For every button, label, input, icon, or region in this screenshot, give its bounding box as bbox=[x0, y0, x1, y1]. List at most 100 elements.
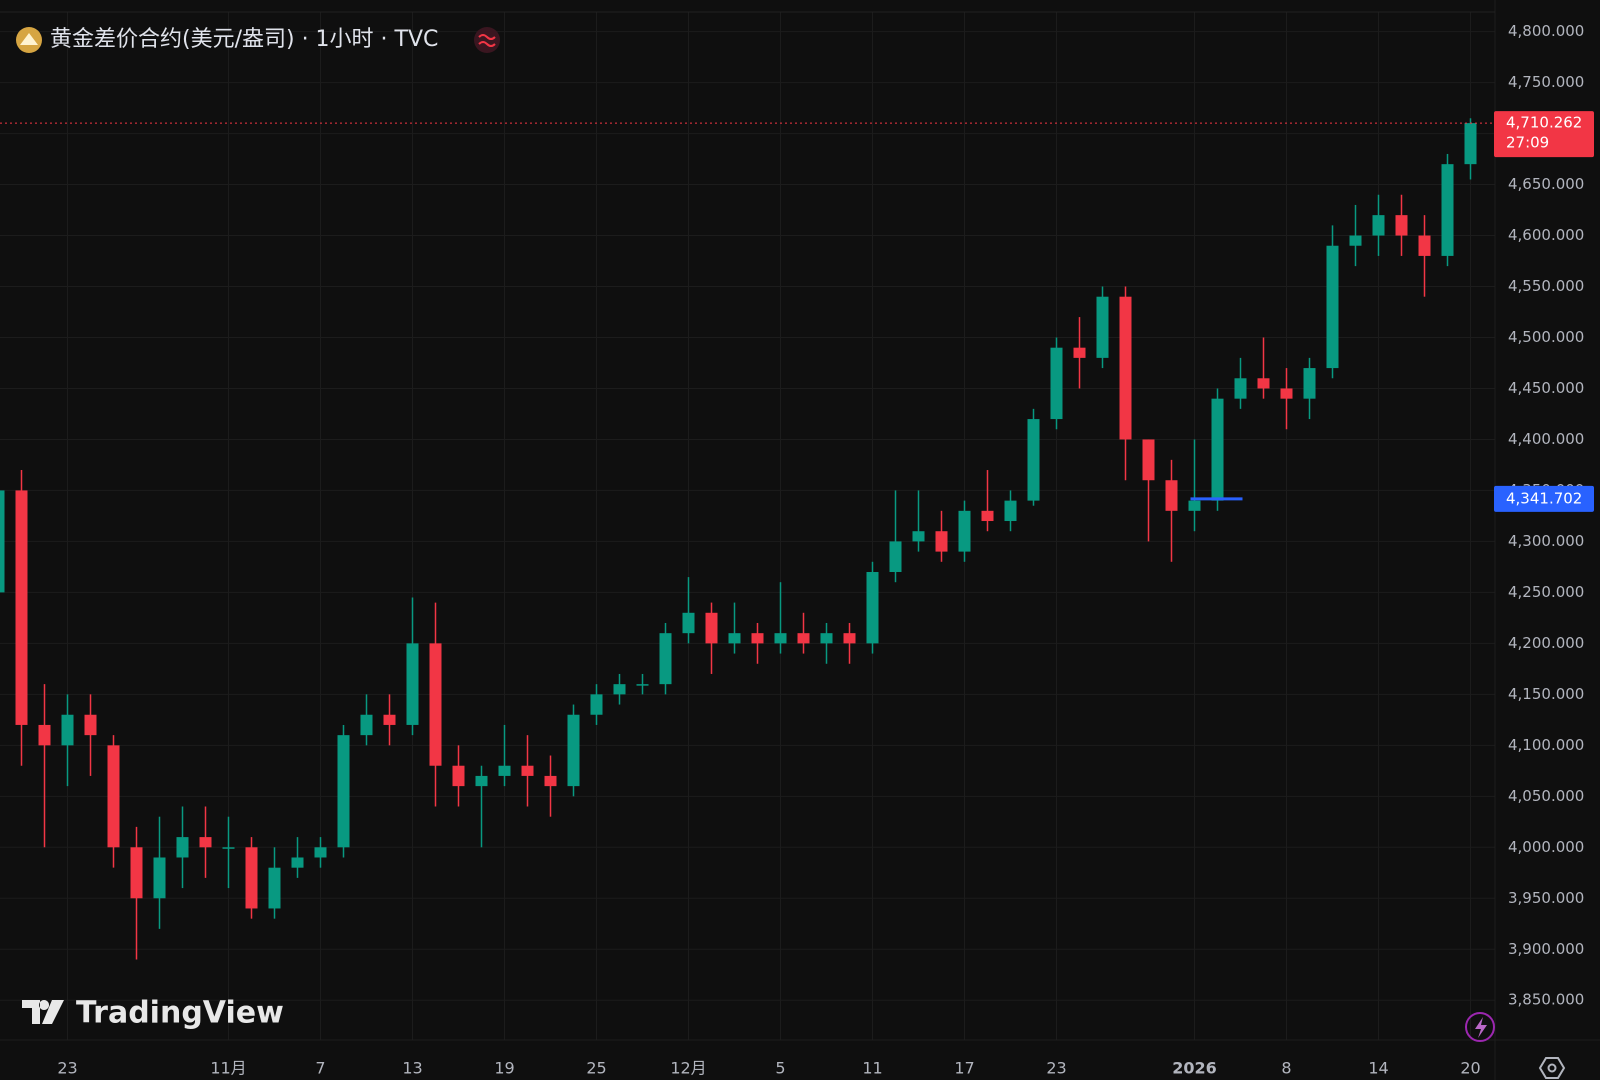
y-tick-label: 4,650.000 bbox=[1508, 175, 1584, 193]
candle-body bbox=[222, 847, 235, 849]
y-tick-label: 4,250.000 bbox=[1508, 583, 1584, 601]
candle-body bbox=[1234, 378, 1247, 399]
candle-body bbox=[61, 714, 74, 746]
candle-body bbox=[1464, 123, 1477, 165]
status-icon-shape bbox=[478, 34, 496, 47]
candle-body bbox=[751, 633, 764, 644]
countdown-label: 27:09 bbox=[1506, 134, 1549, 152]
candle-body bbox=[291, 857, 304, 868]
bolt-icon[interactable] bbox=[1465, 1012, 1495, 1042]
x-tick-label: 11 bbox=[862, 1059, 882, 1078]
logo-icon bbox=[22, 1000, 64, 1024]
candle-body bbox=[981, 510, 994, 522]
candle-body bbox=[1027, 419, 1040, 501]
candle-body bbox=[1211, 398, 1224, 501]
last-price-label: 4,710.262 bbox=[1506, 114, 1582, 132]
y-tick-label: 3,900.000 bbox=[1508, 940, 1584, 958]
candle-body bbox=[1050, 347, 1063, 420]
candle-body bbox=[866, 572, 879, 644]
candle-body bbox=[774, 633, 787, 644]
y-tick-label: 4,800.000 bbox=[1508, 22, 1584, 40]
candle-body bbox=[1073, 347, 1086, 358]
candle-body bbox=[797, 633, 810, 644]
candle-body bbox=[38, 724, 51, 746]
x-tick-label: 2026 bbox=[1172, 1059, 1217, 1078]
y-tick-label: 4,000.000 bbox=[1508, 838, 1584, 856]
candle-body bbox=[268, 867, 281, 909]
candle-body bbox=[245, 847, 258, 909]
x-tick-label: 12月 bbox=[670, 1059, 706, 1078]
x-tick-label: 5 bbox=[775, 1059, 785, 1078]
y-tick-label: 3,850.000 bbox=[1508, 991, 1584, 1009]
candle-body bbox=[406, 643, 419, 725]
candle-body bbox=[360, 714, 373, 736]
candle-body bbox=[0, 490, 5, 593]
candle-body bbox=[176, 837, 189, 858]
chart-title: 黄金差价合约(美元/盎司) · 1小时 · TVC bbox=[50, 27, 438, 52]
candle-body bbox=[682, 612, 695, 634]
x-tick-label: 8 bbox=[1281, 1059, 1291, 1078]
settings-icon[interactable] bbox=[1538, 1057, 1566, 1079]
candle-body bbox=[337, 735, 350, 848]
watermark-text: TradingView bbox=[76, 996, 284, 1031]
candle-body bbox=[636, 684, 649, 686]
header: 黄金差价合约(美元/盎司) · 1小时 · TVC bbox=[16, 27, 500, 53]
y-tick-label: 4,100.000 bbox=[1508, 736, 1584, 754]
candle-body bbox=[590, 694, 603, 715]
candle-body bbox=[452, 765, 465, 787]
candle-body bbox=[567, 714, 580, 787]
x-tick-label: 23 bbox=[1046, 1059, 1066, 1078]
settings-button[interactable] bbox=[1538, 1057, 1566, 1079]
x-tick-label: 7 bbox=[315, 1059, 325, 1078]
candle-body bbox=[889, 541, 902, 572]
candle-body bbox=[1418, 235, 1431, 256]
candle-body bbox=[383, 714, 396, 725]
y-tick-label: 4,050.000 bbox=[1508, 787, 1584, 805]
candle-body bbox=[1257, 378, 1270, 389]
last-price-badge bbox=[1494, 111, 1594, 158]
candle-body bbox=[613, 684, 626, 695]
watermark: TradingView bbox=[22, 996, 284, 1031]
candle-body bbox=[84, 714, 97, 736]
y-tick-label: 4,500.000 bbox=[1508, 328, 1584, 346]
x-tick-label: 13 bbox=[402, 1059, 422, 1078]
candle-body bbox=[705, 612, 718, 644]
candle-body bbox=[153, 857, 166, 899]
candle-body bbox=[912, 531, 925, 542]
settings-icon-dot bbox=[1547, 1063, 1557, 1073]
candle-body bbox=[15, 490, 28, 725]
y-tick-label: 3,950.000 bbox=[1508, 889, 1584, 907]
candle-body bbox=[958, 510, 971, 552]
candle-body bbox=[130, 847, 143, 899]
y-tick-label: 4,300.000 bbox=[1508, 532, 1584, 550]
candle-body bbox=[199, 837, 212, 848]
grid bbox=[0, 12, 1495, 1040]
candle-body bbox=[1096, 296, 1109, 358]
y-tick-label: 4,550.000 bbox=[1508, 277, 1584, 295]
x-tick-label: 25 bbox=[586, 1059, 606, 1078]
symbol-icon-shape bbox=[20, 33, 38, 45]
candle-body bbox=[1372, 215, 1385, 236]
y-tick-label: 4,400.000 bbox=[1508, 430, 1584, 448]
candle-body bbox=[1119, 296, 1132, 440]
candle-body bbox=[1004, 500, 1017, 522]
y-tick-label: 4,200.000 bbox=[1508, 634, 1584, 652]
x-tick-label: 19 bbox=[494, 1059, 514, 1078]
x-tick-label: 23 bbox=[57, 1059, 77, 1078]
status-icon bbox=[474, 27, 500, 53]
y-tick-label: 4,150.000 bbox=[1508, 685, 1584, 703]
candle-body bbox=[314, 847, 327, 858]
candle-body bbox=[107, 745, 120, 848]
bolt-button[interactable] bbox=[1465, 1012, 1495, 1042]
candle-body bbox=[1349, 235, 1362, 246]
candle-body bbox=[659, 633, 672, 685]
y-tick-label: 4,750.000 bbox=[1508, 73, 1584, 91]
candle-body bbox=[1188, 500, 1201, 511]
candle-body bbox=[1303, 368, 1316, 399]
candle-body bbox=[521, 765, 534, 776]
bolt-shape bbox=[1475, 1017, 1487, 1038]
level-label: 4,341.702 bbox=[1506, 489, 1582, 507]
plot bbox=[0, 118, 1495, 960]
